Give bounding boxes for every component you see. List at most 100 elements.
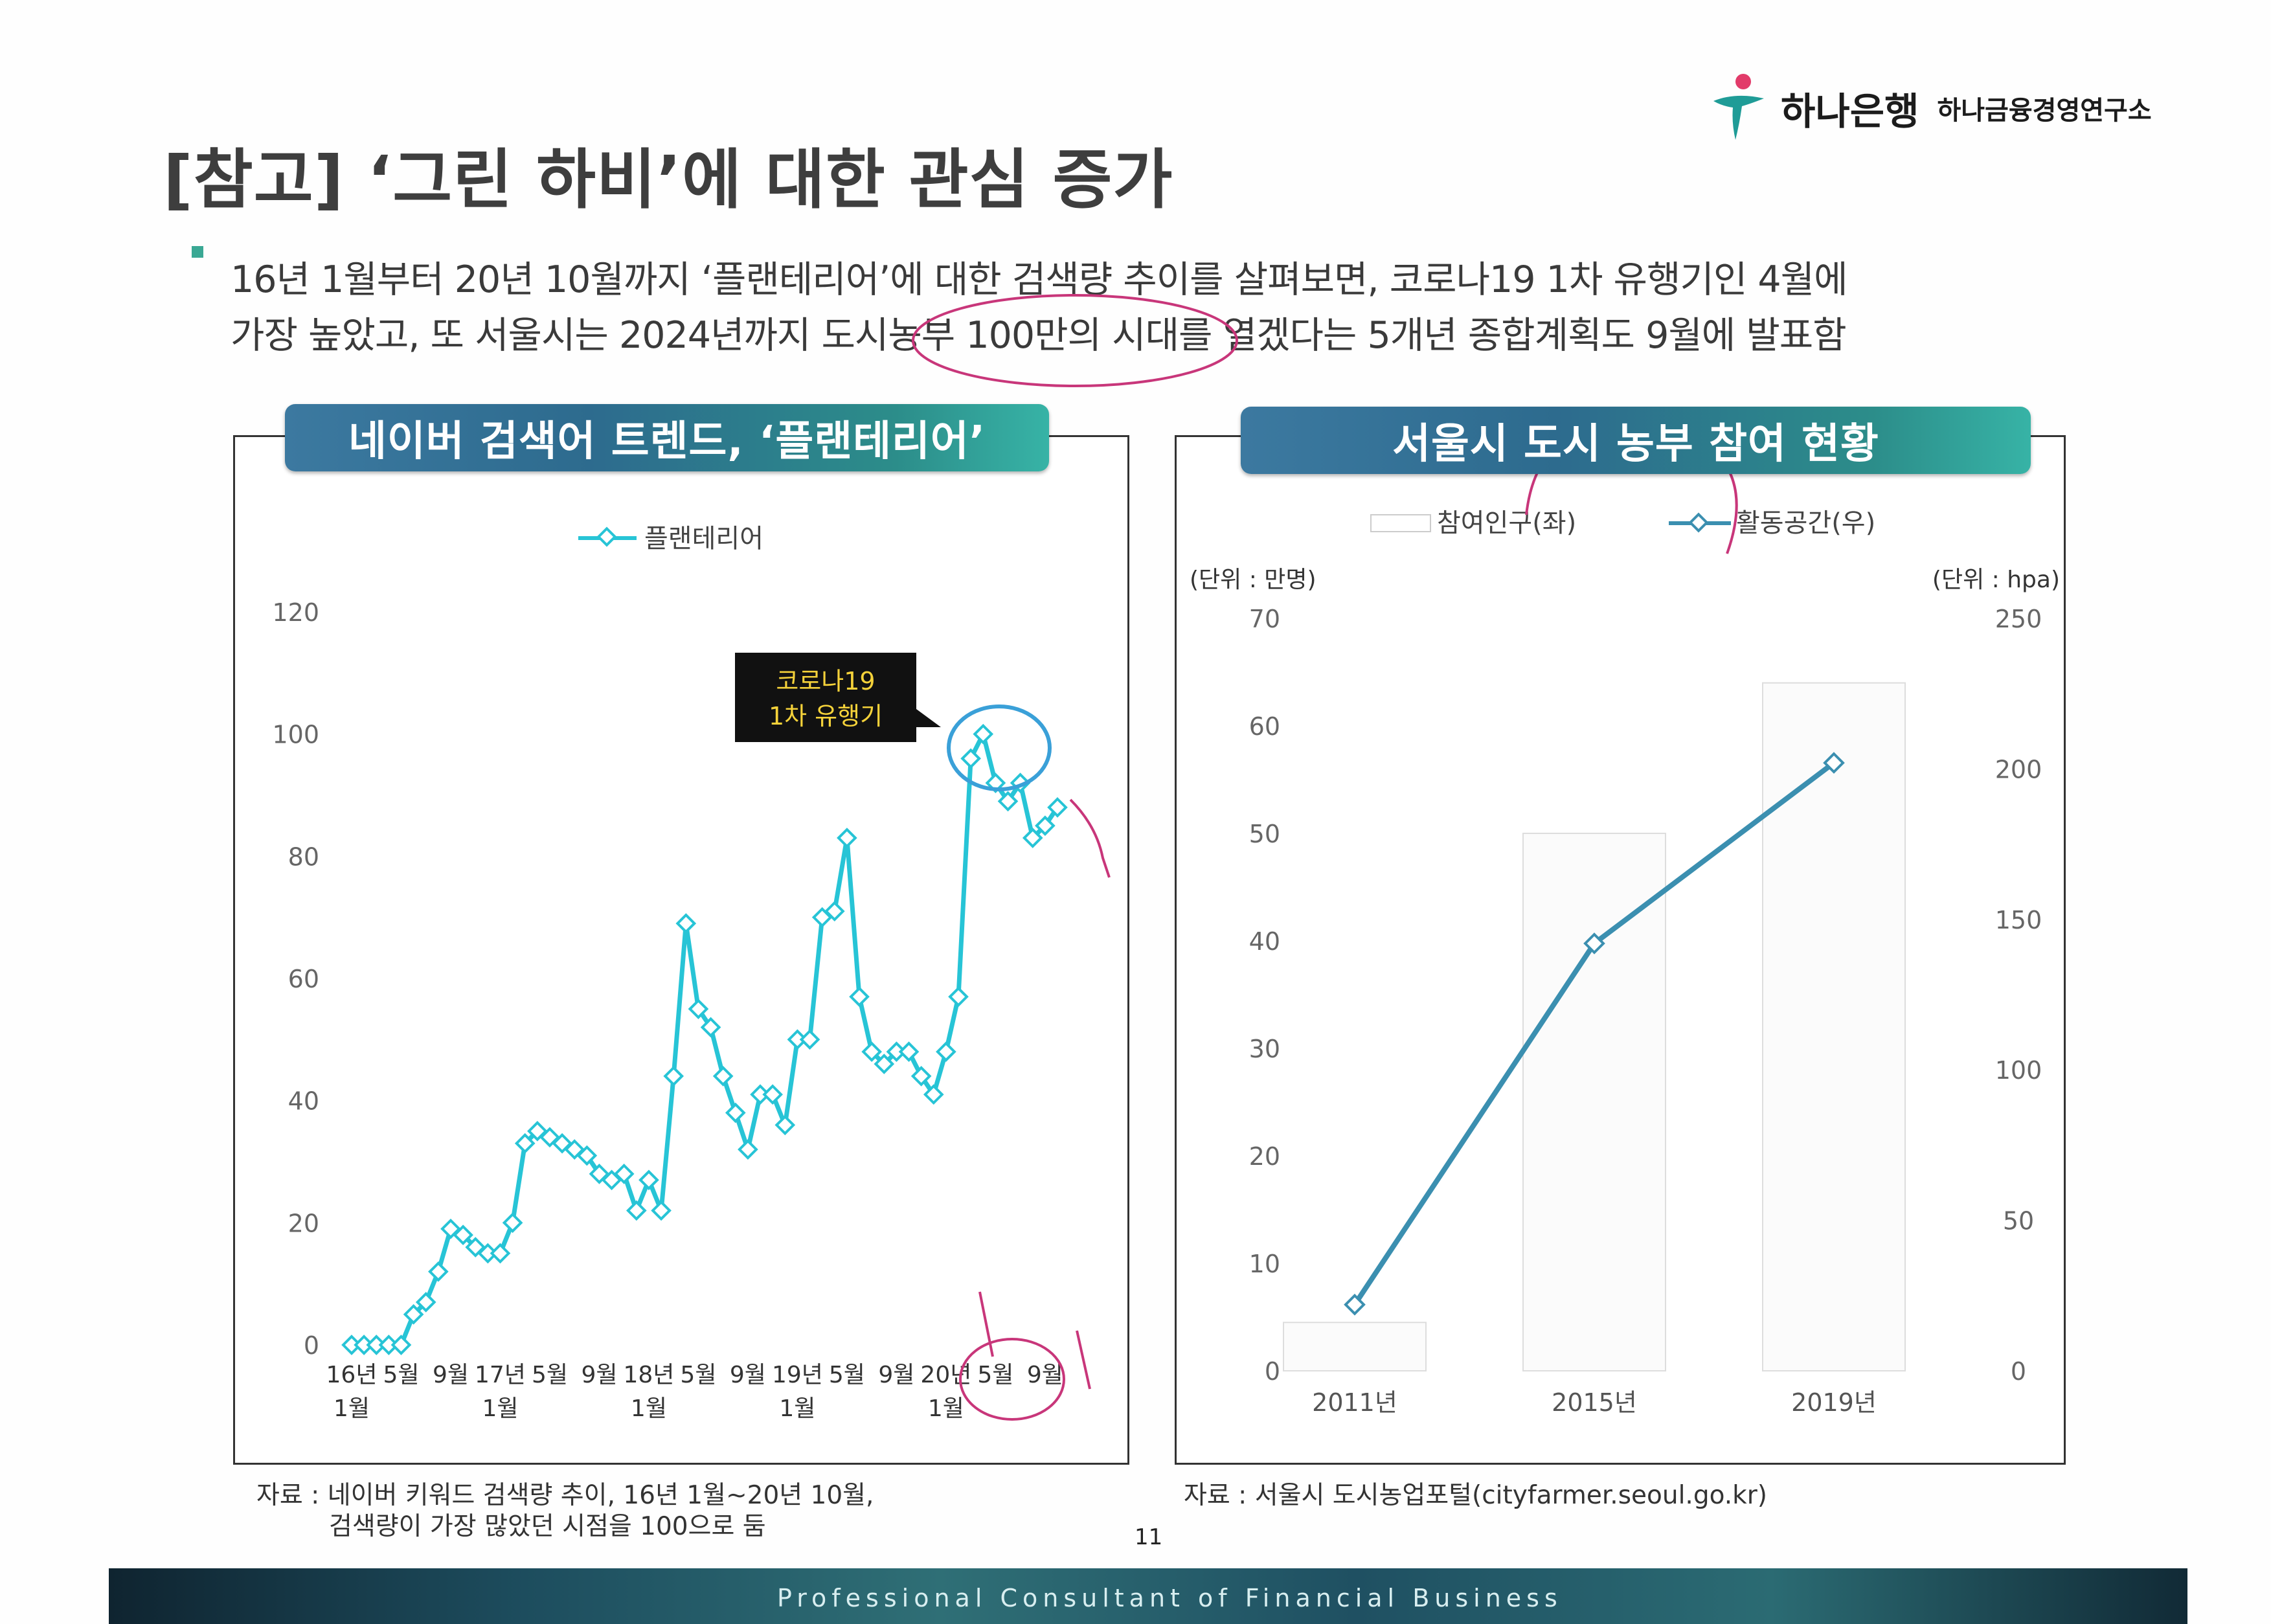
right-bars: [1283, 682, 1906, 1372]
right-left-tick-label: 60: [1249, 712, 1280, 741]
left-data-point: [861, 1041, 882, 1063]
left-x-tick-label: 5월: [829, 1362, 865, 1388]
left-data-point: [514, 1133, 536, 1154]
left-data-point: [973, 723, 994, 745]
left-x-tick-label: 5월: [977, 1362, 1013, 1388]
left-data-point: [774, 1114, 796, 1136]
left-x-tick-label: 1월: [928, 1395, 964, 1422]
left-data-point: [725, 1102, 746, 1123]
left-y-tick-label: 100: [272, 721, 319, 749]
page-title: [참고] ‘그린 하비’에 대한 관심 증가: [163, 142, 1173, 218]
legend-bar-swatch: [1370, 514, 1431, 532]
left-data-point: [663, 1066, 684, 1087]
left-data-point: [1035, 815, 1056, 836]
left-y-axis: 0 20 40 60 80 100 120: [272, 598, 319, 1360]
pen-ellipse: [912, 294, 1238, 387]
right-x-tick-label: 2019년: [1791, 1388, 1877, 1417]
right-legend-line-label: 활동공간(우): [1736, 508, 1875, 538]
left-data-point: [837, 828, 857, 848]
left-x-tick-label: 9월: [730, 1362, 766, 1388]
right-left-y-axis: 0 10 20 30 40 50 60 70: [1249, 605, 1280, 1386]
left-data-point: [874, 1054, 895, 1074]
left-data-point: [762, 1084, 784, 1105]
left-y-tick-label: 80: [288, 842, 319, 871]
left-data-point: [1022, 828, 1043, 848]
right-source: 자료 : 서울시 도시농업포털(cityfarmer.seoul.go.kr): [1184, 1481, 1767, 1510]
left-x-tick-label: 16년: [326, 1362, 378, 1388]
right-bar: [1522, 833, 1666, 1371]
left-data-point: [675, 913, 697, 934]
left-x-tick-label: 5월: [680, 1362, 716, 1388]
left-x-tick-label: 5월: [532, 1362, 568, 1388]
right-chart-panel: 참여인구(좌) 활동공간(우) (단위 : 만명) (단위 : hpa) 0 10…: [1175, 422, 2066, 1465]
legend-line-marker: [1688, 512, 1709, 533]
annotation-box: [735, 653, 916, 742]
left-source-line-2: 검색량이 가장 많았던 시점을 100으로 둠: [329, 1512, 766, 1541]
left-x-tick-label: 9월: [433, 1362, 469, 1388]
left-data-point: [997, 791, 1019, 812]
right-data-point: [1823, 752, 1845, 774]
annotation-pointer: [916, 709, 941, 727]
right-right-tick-label: 250: [1995, 605, 2042, 633]
right-chart-banner: 서울시 도시 농부 참여 현황: [1241, 407, 2031, 474]
left-data-point: [576, 1145, 598, 1166]
left-legend-marker-swatch: [596, 526, 617, 547]
left-legend: 플랜테리어: [578, 524, 763, 554]
right-right-tick-label: 100: [1995, 1056, 2042, 1085]
right-left-tick-label: 70: [1249, 605, 1280, 633]
left-data-point: [910, 1066, 932, 1087]
left-x-tick-label: 1월: [333, 1395, 370, 1422]
left-legend-label: 플랜테리어: [644, 524, 763, 554]
left-x-tick-label: 9월: [581, 1362, 617, 1388]
right-left-tick-label: 20: [1249, 1142, 1280, 1171]
left-data-point: [390, 1335, 412, 1355]
body-text-line-2: 가장 높았고, 또 서울시는 2024년까지 도시농부 100만의 시대를 열겠…: [231, 314, 1847, 357]
pen-circle-may: [959, 1338, 1065, 1421]
left-data-point: [626, 1200, 647, 1221]
right-left-tick-label: 0: [1265, 1357, 1280, 1386]
right-unit-label: (단위 : hpa): [1932, 567, 2060, 593]
left-data-point: [453, 1224, 473, 1246]
annotation-line-1: 코로나19: [776, 667, 875, 695]
pen-scribble: [978, 1291, 1091, 1390]
covid-annotation: 코로나19 1차 유행기: [735, 653, 941, 742]
right-right-tick-label: 50: [2003, 1207, 2034, 1235]
left-data-point: [712, 1066, 734, 1087]
right-right-tick-label: 200: [1995, 755, 2042, 784]
bank-name: 하나은행: [1781, 89, 1919, 133]
left-data-point: [960, 748, 981, 769]
pen-ellipse-body-text: [912, 294, 1238, 387]
bullet-square-icon: [192, 246, 203, 258]
pen-stroke: [1069, 798, 1111, 878]
right-legend: 참여인구(좌) 활동공간(우): [1370, 508, 1875, 538]
right-left-tick-label: 10: [1249, 1250, 1280, 1278]
left-chart-banner: 네이버 검색어 트렌드, ‘플랜테리어’: [285, 404, 1049, 471]
left-y-tick-label: 20: [288, 1209, 319, 1237]
left-data-point: [403, 1304, 424, 1325]
right-left-tick-label: 30: [1249, 1035, 1280, 1063]
left-data-point: [898, 1041, 920, 1063]
left-data-point: [428, 1261, 449, 1282]
right-bar: [1283, 1322, 1427, 1372]
left-source-line-1: 자료 : 네이버 키워드 검색량 추이, 16년 1월~20년 10월,: [256, 1481, 874, 1510]
left-data-point: [849, 986, 870, 1008]
left-data-point: [700, 1017, 721, 1038]
hana-bank-logo: 하나은행 하나금융경영연구소: [1710, 73, 2152, 144]
right-x-tick-label: 2015년: [1552, 1388, 1637, 1417]
left-x-tick-label: 1월: [631, 1395, 667, 1422]
left-x-tick-label: 1월: [779, 1395, 815, 1422]
left-unit-label: (단위 : 만명): [1190, 567, 1316, 593]
left-data-point: [948, 986, 969, 1008]
right-left-tick-label: 40: [1249, 927, 1280, 956]
left-data-point: [502, 1212, 523, 1234]
left-data-point: [688, 998, 709, 1019]
right-data-point: [1583, 932, 1605, 954]
left-x-tick-label: 17년: [475, 1362, 526, 1388]
right-right-tick-label: 0: [2011, 1357, 2026, 1386]
pen-circle-peak: [947, 705, 1052, 791]
left-data-point: [638, 1169, 659, 1191]
left-series-line: [352, 732, 1059, 1348]
right-left-tick-label: 50: [1249, 820, 1280, 848]
left-data-point: [923, 1084, 944, 1105]
